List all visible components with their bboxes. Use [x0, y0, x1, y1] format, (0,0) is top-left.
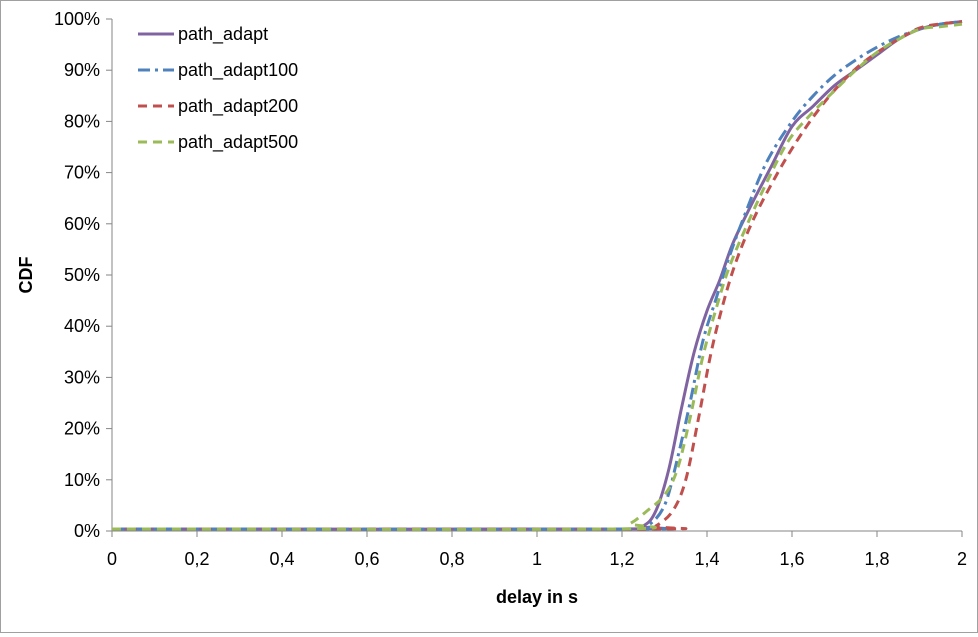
y-axis-ticks: 0% 10% 20% 30% 40% 50% 60% 70% 80% 90% 100% [54, 9, 112, 541]
x-tick-label: 1,2 [609, 549, 634, 569]
y-tick-label: 10% [64, 470, 100, 490]
legend: path_adapt path_adapt100 path_adapt200path… [138, 24, 298, 153]
x-tick-label: 1,8 [864, 549, 889, 569]
y-axis-title: CDF [16, 257, 36, 294]
legend-label: path_adapt500 [178, 132, 298, 153]
x-tick-label: 0,8 [439, 549, 464, 569]
y-tick-label: 50% [64, 265, 100, 285]
x-tick-label: 2 [957, 549, 967, 569]
x-tick-label: 1,6 [779, 549, 804, 569]
y-tick-label: 20% [64, 419, 100, 439]
x-tick-label: 0,6 [354, 549, 379, 569]
y-tick-label: 0% [74, 521, 100, 541]
x-axis-ticks: 0 0,2 0,4 0,6 0,8 1 1,2 1,4 1,6 1,8 2 [107, 531, 967, 569]
y-tick-label: 100% [54, 9, 100, 29]
series-line-path-adapt500 [111, 22, 963, 531]
x-tick-label: 1,4 [694, 549, 719, 569]
y-tick-label: 60% [64, 214, 100, 234]
y-tick-label: 40% [64, 316, 100, 336]
series-lines [111, 20, 963, 531]
x-axis-title: delay in s [496, 587, 578, 607]
legend-label: path_adapt [178, 24, 268, 45]
legend-label: path_adapt200 [178, 96, 298, 117]
series-line-path-adapt200 [111, 20, 963, 531]
y-tick-label: 30% [64, 367, 100, 387]
y-tick-label: 80% [64, 111, 100, 131]
x-tick-label: 1 [532, 549, 542, 569]
x-tick-label: 0 [107, 549, 117, 569]
legend-label: path_adapt100 [178, 60, 298, 81]
y-tick-label: 70% [64, 163, 100, 183]
x-tick-label: 0,4 [269, 549, 294, 569]
y-tick-label: 90% [64, 60, 100, 80]
x-tick-label: 0,2 [184, 549, 209, 569]
